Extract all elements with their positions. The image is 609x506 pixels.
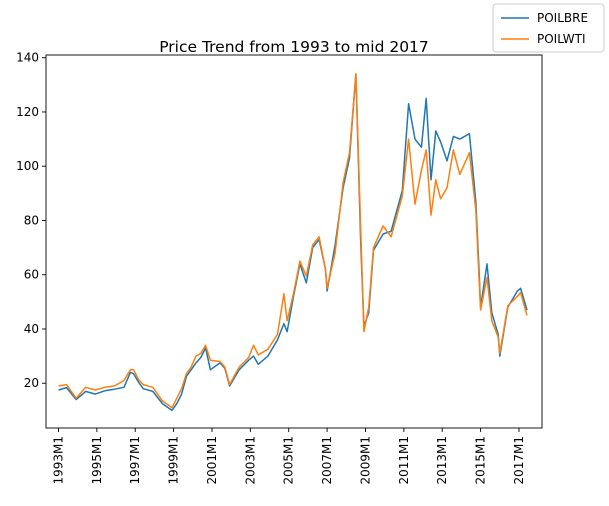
x-tick-label: 2011M1 [397, 436, 411, 485]
legend-label-poilwti: POILWTI [537, 32, 586, 46]
series-layer [58, 73, 528, 412]
x-tick-label: 1997M1 [128, 436, 142, 485]
y-tick-label: 80 [24, 213, 39, 227]
y-axis: 20 40 60 80 100 120 140 [16, 51, 46, 390]
x-tick-label: 2001M1 [205, 436, 219, 485]
y-tick-label: 120 [16, 105, 39, 119]
y-tick-label: 140 [16, 51, 39, 65]
legend: POILBRE POILWTI [492, 3, 605, 53]
y-tick-label: 60 [24, 268, 39, 282]
x-tick-label: 2005M1 [282, 436, 296, 485]
x-tick-label: 2017M1 [512, 436, 526, 485]
x-tick-label: 2007M1 [320, 436, 334, 485]
y-tick-label: 100 [16, 159, 39, 173]
y-tick-label: 20 [24, 376, 39, 390]
plot-area [45, 54, 543, 429]
x-tick-label: 2003M1 [243, 436, 257, 485]
legend-box [492, 3, 605, 53]
series-line-poilbre [58, 73, 528, 412]
x-tick-label: 2009M1 [358, 436, 372, 485]
y-tick-label: 40 [24, 322, 39, 336]
x-tick-label: 2013M1 [435, 436, 449, 485]
legend-label-poilbre: POILBRE [537, 11, 588, 25]
x-tick-label: 1995M1 [90, 436, 104, 485]
x-tick-label: 1993M1 [51, 436, 65, 485]
x-tick-label: 2015M1 [474, 436, 488, 485]
series-line-poilwti [58, 73, 528, 409]
x-tick-label: 1999M1 [167, 436, 181, 485]
chart-title: Price Trend from 1993 to mid 2017 [159, 38, 429, 56]
x-axis: 1993M1 1995M1 1997M1 1999M1 2001M1 2003M1 2005… [51, 428, 526, 485]
